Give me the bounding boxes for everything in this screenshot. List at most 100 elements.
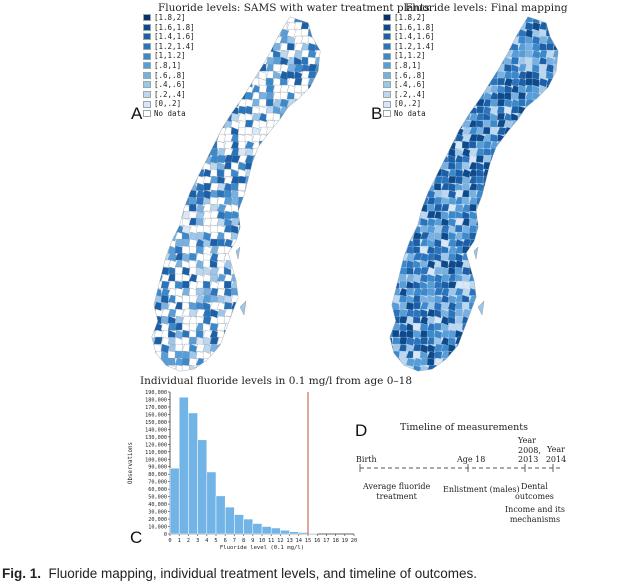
map-region xyxy=(336,323,340,332)
map-region xyxy=(202,259,211,268)
map-region xyxy=(496,77,506,86)
map-region xyxy=(531,21,541,32)
map-region xyxy=(378,36,386,44)
map-region xyxy=(237,259,247,270)
map-region xyxy=(447,126,456,137)
map-region xyxy=(503,49,513,58)
map-region xyxy=(258,84,268,93)
map-region xyxy=(251,217,262,226)
map-region xyxy=(560,344,567,353)
map-region xyxy=(398,147,408,157)
map-region xyxy=(174,91,183,101)
map-region xyxy=(279,315,290,326)
map-region xyxy=(223,42,232,52)
map-region xyxy=(447,56,457,67)
map-region xyxy=(188,105,199,115)
map-region xyxy=(140,162,150,171)
map-region xyxy=(489,357,500,368)
map-region xyxy=(567,155,577,162)
map-region xyxy=(237,329,248,338)
map-region xyxy=(567,197,576,206)
map-region xyxy=(152,84,157,96)
map-region xyxy=(209,203,219,213)
map-region xyxy=(433,322,442,331)
map-region xyxy=(160,196,171,205)
map-region xyxy=(188,126,199,137)
map-region xyxy=(322,274,329,282)
map-region xyxy=(433,28,443,37)
map-region xyxy=(322,15,330,24)
map-region xyxy=(202,49,212,58)
map-region xyxy=(496,35,508,44)
map-region xyxy=(552,168,558,180)
map-region xyxy=(567,330,575,339)
map-region xyxy=(293,203,304,213)
map-region xyxy=(307,168,316,177)
map-region xyxy=(216,189,225,199)
map-region xyxy=(440,301,450,310)
map-region xyxy=(237,364,248,371)
histogram-x-tick-label: 16 xyxy=(314,538,321,544)
map-region xyxy=(272,133,283,143)
map-region xyxy=(140,57,148,66)
map-region xyxy=(265,322,275,331)
map-region xyxy=(329,302,338,309)
map-region xyxy=(181,294,191,304)
map-region xyxy=(160,91,169,102)
map-region xyxy=(140,344,149,354)
map-region xyxy=(329,330,339,339)
map-region xyxy=(510,252,519,263)
map-region xyxy=(510,147,520,158)
map-region xyxy=(426,119,436,130)
map-region xyxy=(538,63,547,72)
map-region xyxy=(517,322,529,332)
map-region xyxy=(286,357,296,366)
map-region xyxy=(140,260,148,267)
map-region xyxy=(545,210,557,221)
map-region xyxy=(390,315,395,326)
map-region xyxy=(398,133,407,142)
map-region xyxy=(503,350,514,360)
map-region xyxy=(307,154,317,163)
map-region xyxy=(286,252,295,263)
map-region xyxy=(560,57,570,66)
map-region xyxy=(167,203,177,213)
map-region xyxy=(524,287,535,297)
histogram-y-tick-label: 80,000 xyxy=(148,472,167,478)
map-region xyxy=(517,308,528,319)
map-region xyxy=(560,85,568,92)
map-region xyxy=(314,21,320,32)
map-region xyxy=(378,120,388,129)
map-region xyxy=(426,63,435,74)
map-region xyxy=(307,133,317,144)
panel-a-legend-item: No data xyxy=(143,109,195,119)
map-region xyxy=(391,28,400,37)
map-region xyxy=(545,280,557,289)
map-region xyxy=(489,147,499,156)
map-region xyxy=(552,84,558,93)
map-region xyxy=(531,168,541,178)
map-region xyxy=(160,119,171,129)
map-region xyxy=(517,196,526,207)
map-region xyxy=(405,105,416,115)
map-region xyxy=(426,98,437,108)
map-region xyxy=(322,85,332,93)
map-region xyxy=(567,120,575,128)
map-region xyxy=(482,28,493,38)
map-region xyxy=(293,217,303,228)
map-region xyxy=(567,302,576,311)
map-region xyxy=(504,372,511,375)
map-region xyxy=(307,350,317,360)
map-region xyxy=(496,245,505,254)
map-region xyxy=(503,161,514,171)
map-region xyxy=(153,112,163,121)
map-region xyxy=(153,154,162,165)
map-region xyxy=(174,266,183,275)
map-region xyxy=(209,154,220,164)
panel-b-legend-item: [1.8,2] xyxy=(383,13,435,23)
histogram-y-tick-label: 20,000 xyxy=(148,517,167,523)
map-region xyxy=(314,280,320,290)
map-region xyxy=(419,147,430,156)
map-region xyxy=(378,176,386,185)
map-region xyxy=(152,154,156,165)
